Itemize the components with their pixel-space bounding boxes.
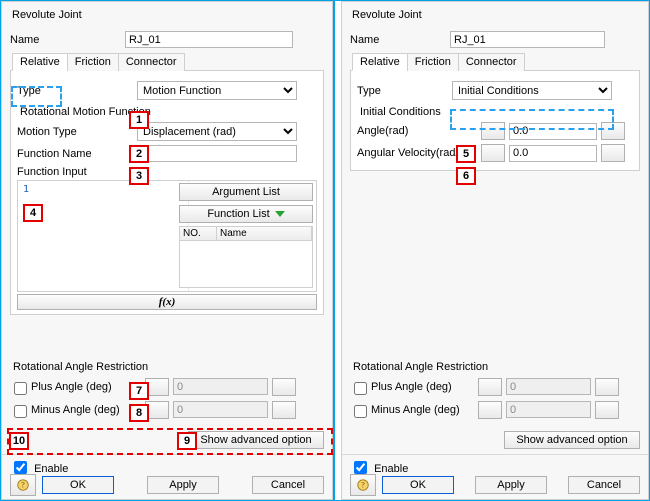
enable-check[interactable] (14, 461, 27, 474)
type-label: Type (357, 85, 452, 97)
canvas: Revolute Joint Name Relative Friction Co… (0, 0, 650, 501)
name-label: Name (350, 34, 450, 46)
dropdown-icon (275, 211, 285, 217)
angle-input[interactable] (509, 123, 597, 140)
tab-friction[interactable]: Friction (407, 53, 459, 71)
minus-angle-check[interactable] (354, 405, 367, 418)
type-select[interactable]: Initial Conditions (452, 81, 612, 100)
plus-angle-label: Plus Angle (deg) (31, 381, 141, 393)
pane-divider (333, 1, 335, 500)
callout-10: 10 (9, 432, 29, 450)
eq-button[interactable] (601, 144, 625, 162)
ok-button[interactable]: OK (42, 476, 114, 494)
plus-angle-input (506, 378, 591, 395)
restrict-label: Rotational Angle Restriction (353, 361, 640, 373)
callout-8: 8 (129, 404, 149, 422)
eq-button[interactable] (595, 378, 619, 396)
tab-relative[interactable]: Relative (12, 53, 68, 71)
function-table: NO. Name (179, 226, 313, 288)
restrict-label: Rotational Angle Restriction (13, 361, 324, 373)
callout-7: 7 (129, 382, 149, 400)
plus-angle-check[interactable] (354, 382, 367, 395)
dialog-title: Revolute Joint (10, 7, 324, 27)
function-area: 1 Argument List Function List NO. Name (17, 180, 317, 292)
callout-6: 6 (456, 167, 476, 185)
help-icon[interactable]: ? (10, 474, 36, 496)
tab-connector[interactable]: Connector (118, 53, 185, 71)
angle-label: Angle(rad) (357, 125, 477, 137)
type-select[interactable]: Motion Function (137, 81, 297, 100)
cancel-button[interactable]: Cancel (252, 476, 324, 494)
name-input[interactable] (450, 31, 605, 48)
tab-friction[interactable]: Friction (67, 53, 119, 71)
function-input-label: Function Input (17, 166, 317, 178)
callout-5: 5 (456, 145, 476, 163)
eq-button[interactable] (272, 401, 296, 419)
ok-button[interactable]: OK (382, 476, 454, 494)
name-label: Name (10, 34, 125, 46)
function-name-label: Function Name (17, 148, 137, 160)
plus-angle-input (173, 378, 268, 395)
motion-type-label: Motion Type (17, 126, 137, 138)
eq-button[interactable] (601, 122, 625, 140)
minus-angle-label: Minus Angle (deg) (31, 404, 141, 416)
footer: Enable (10, 456, 324, 475)
advanced-button[interactable]: Show advanced option (504, 431, 640, 449)
tab-bar: Relative Friction Connector (10, 52, 324, 71)
pv-button[interactable] (481, 144, 505, 162)
function-list-button[interactable]: Function List (179, 205, 313, 223)
argument-list-button[interactable]: Argument List (179, 183, 313, 201)
fx-button[interactable]: f(x) (17, 294, 317, 310)
minus-angle-input (173, 401, 268, 418)
callout-2: 2 (129, 145, 149, 163)
rot-func-label: Rotational Motion Function (20, 106, 317, 118)
plus-angle-check[interactable] (14, 382, 27, 395)
tab-relative[interactable]: Relative (352, 53, 408, 71)
left-pane: Revolute Joint Name Relative Friction Co… (1, 1, 333, 500)
advanced-button[interactable]: Show advanced option (188, 431, 324, 449)
plus-angle-label: Plus Angle (deg) (371, 381, 474, 393)
dialog-title: Revolute Joint (350, 7, 640, 27)
init-cond-label: Initial Conditions (360, 106, 633, 118)
function-name-input[interactable] (137, 145, 297, 162)
svg-text:?: ? (21, 481, 25, 490)
apply-button[interactable]: Apply (475, 476, 547, 494)
name-input[interactable] (125, 31, 293, 48)
right-pane: Revolute Joint Name Relative Friction Co… (341, 1, 649, 500)
eq-button[interactable] (595, 401, 619, 419)
callout-1: 1 (129, 111, 149, 129)
tab-connector[interactable]: Connector (458, 53, 525, 71)
minus-angle-check[interactable] (14, 405, 27, 418)
pv-button[interactable] (478, 378, 502, 396)
cancel-button[interactable]: Cancel (568, 476, 640, 494)
col-name: Name (217, 227, 312, 240)
callout-9: 9 (177, 432, 197, 450)
function-editor[interactable]: 1 (18, 181, 189, 291)
help-icon[interactable]: ? (350, 474, 376, 496)
callout-3: 3 (129, 167, 149, 185)
apply-button[interactable]: Apply (147, 476, 219, 494)
minus-angle-label: Minus Angle (deg) (371, 404, 474, 416)
type-label: Type (17, 85, 137, 97)
callout-4: 4 (23, 204, 43, 222)
enable-check[interactable] (354, 461, 367, 474)
eq-button[interactable] (272, 378, 296, 396)
svg-text:?: ? (361, 481, 365, 490)
pv-button[interactable] (478, 401, 502, 419)
minus-angle-input (506, 401, 591, 418)
pv-button[interactable] (481, 122, 505, 140)
motion-type-select[interactable]: Displacement (rad) (137, 122, 297, 141)
angvel-input[interactable] (509, 145, 597, 162)
tab-bar: Relative Friction Connector (350, 52, 640, 71)
col-no: NO. (180, 227, 217, 240)
